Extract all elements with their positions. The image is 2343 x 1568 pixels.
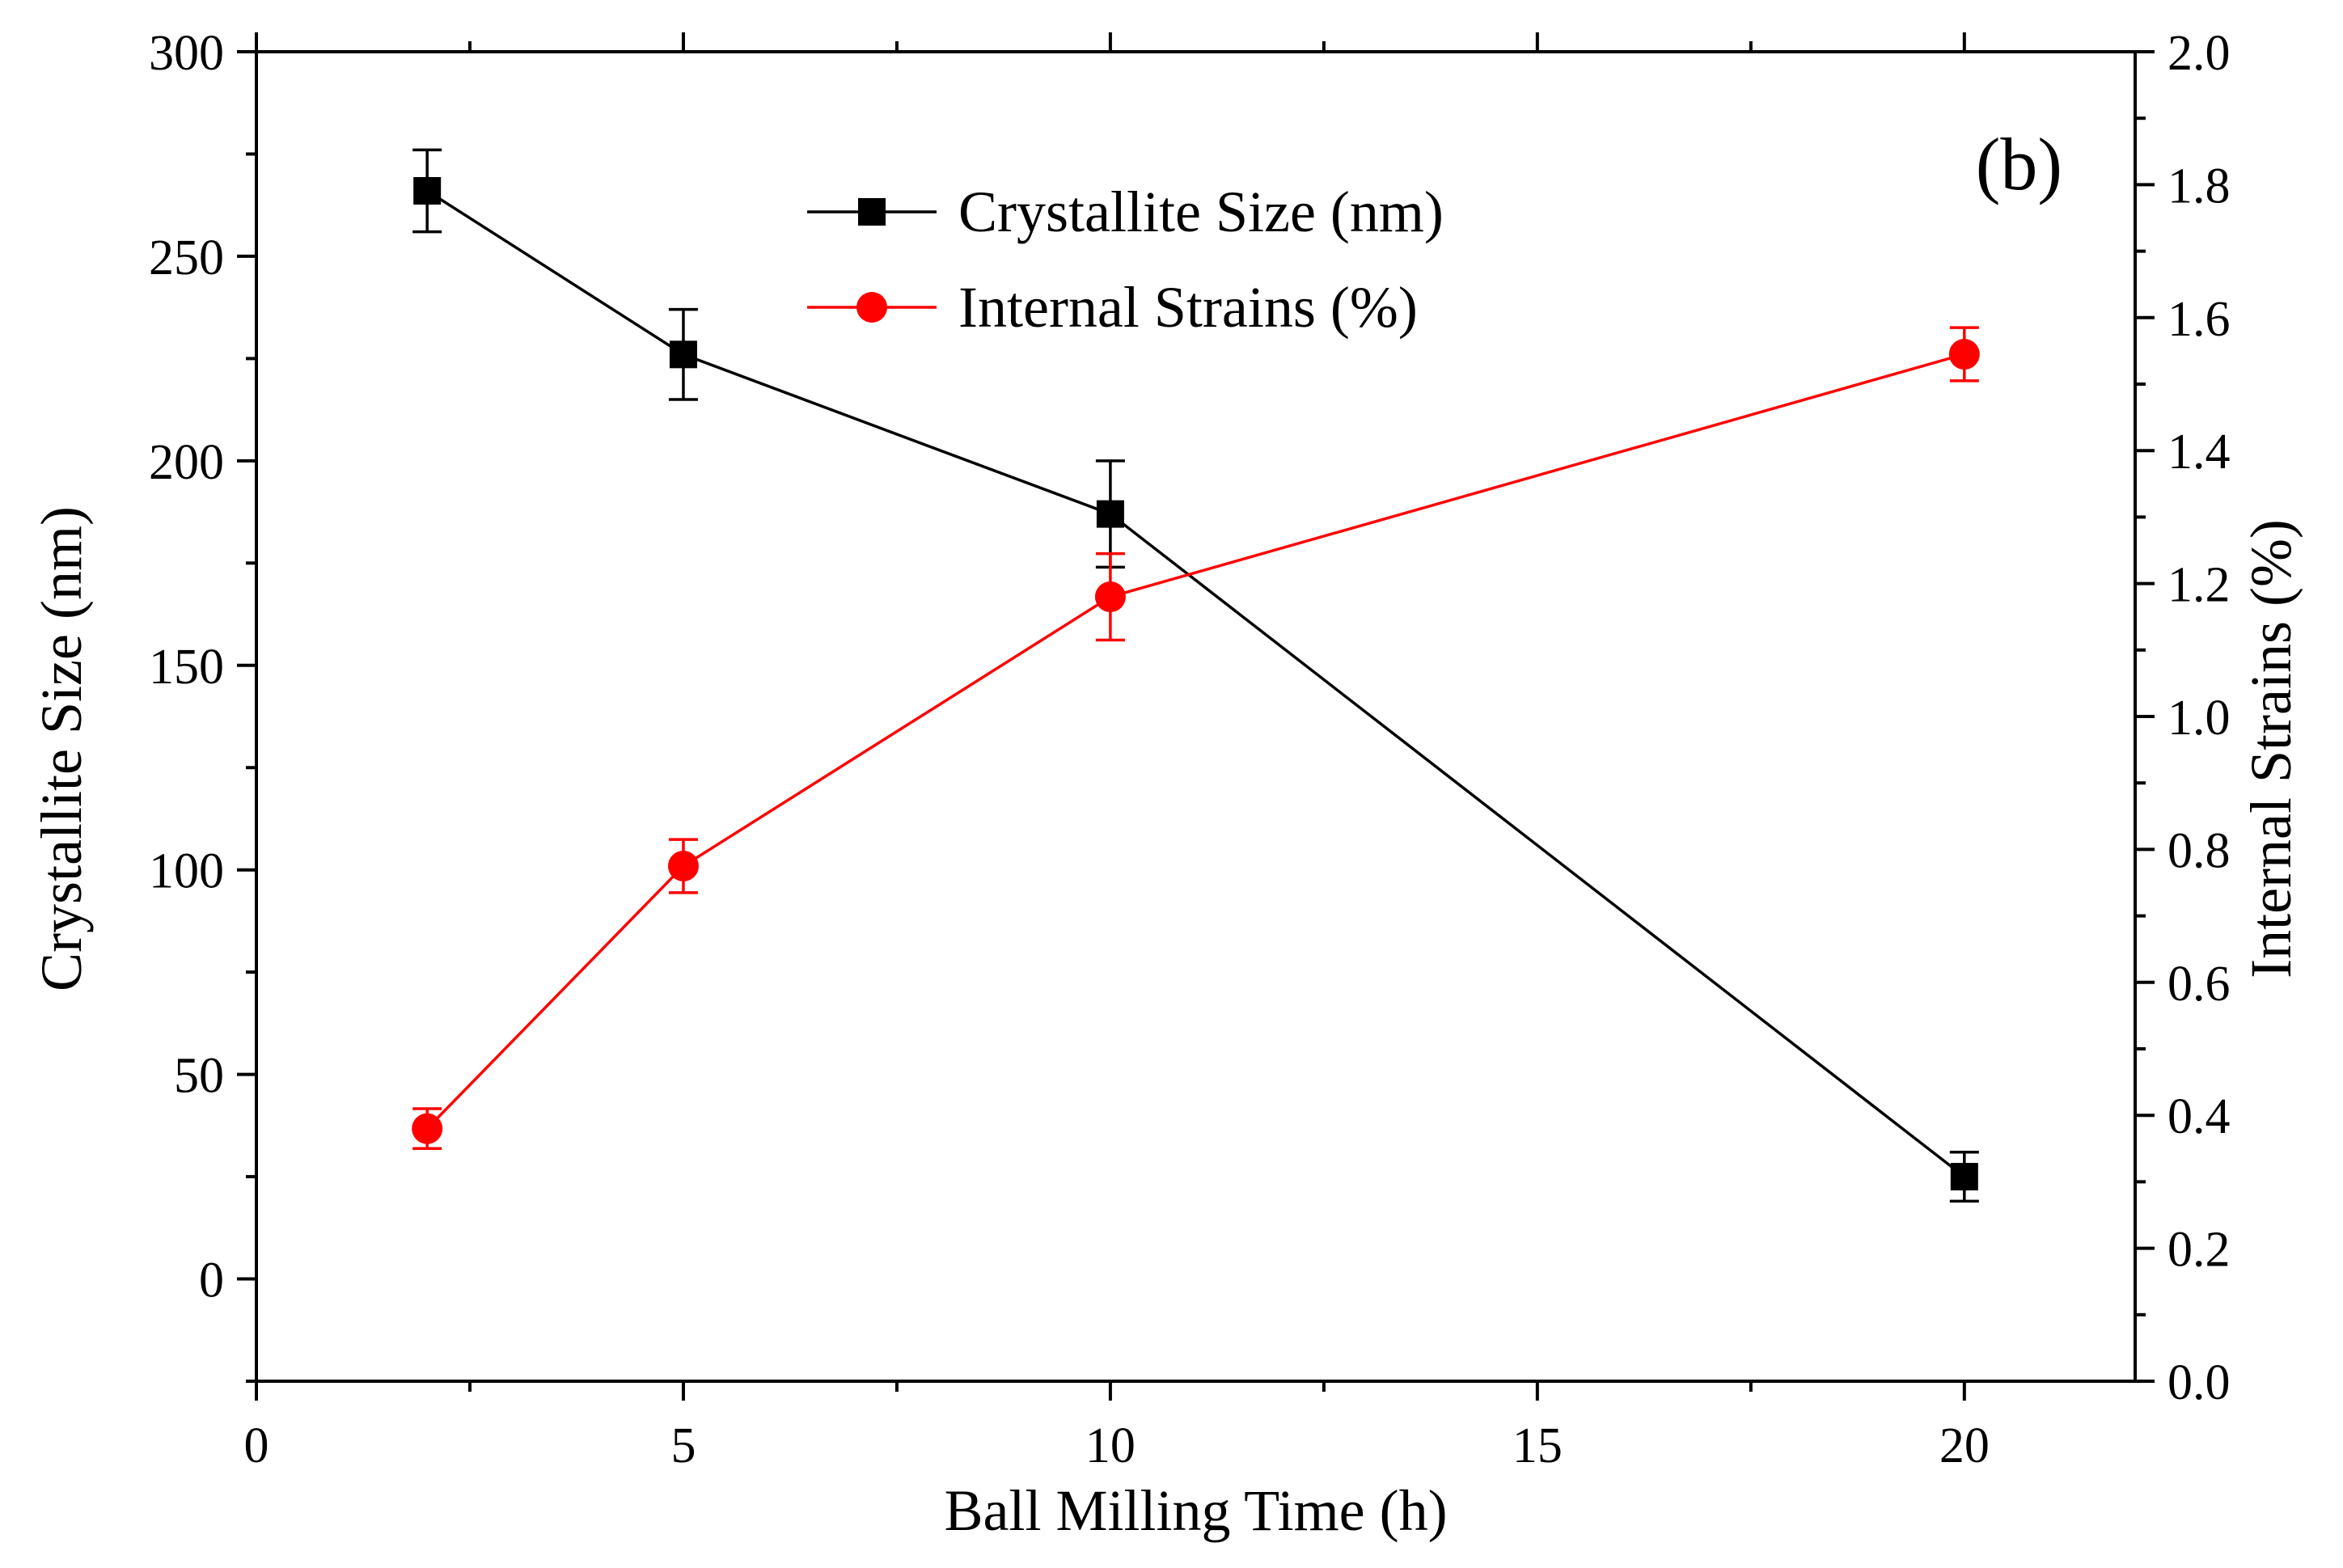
y-left-tick-label: 200: [149, 435, 224, 490]
y-left-tick-label: 100: [149, 844, 224, 899]
data-point-square: [669, 340, 697, 369]
y-right-axis-title: Internal Strains (%): [2239, 519, 2303, 978]
legend-item-2: Internal Strains (%): [807, 275, 1418, 340]
y-right-tick-label: 0.2: [2167, 1223, 2231, 1278]
y-right-tick-label: 1.8: [2167, 158, 2231, 213]
legend: Crystallite Size (nm) Internal Strains (%…: [807, 180, 1444, 340]
x-tick-label: 5: [670, 1418, 696, 1473]
series-layer: [412, 148, 1980, 1203]
data-point-circle: [412, 1113, 443, 1144]
legend-label: Internal Strains (%): [958, 275, 1418, 340]
legend-item-1: Crystallite Size (nm): [807, 180, 1444, 244]
series-line: [426, 189, 1965, 1178]
y-right-tick-label: 1.0: [2167, 691, 2231, 746]
y-right-tick-label: 1.4: [2167, 425, 2231, 480]
data-point-square: [1950, 1163, 1978, 1191]
x-axis-title: Ball Milling Time (h): [944, 1478, 1447, 1543]
y-right-tick-label: 0.4: [2167, 1089, 2231, 1144]
data-point-circle: [1948, 339, 1980, 370]
x-tick-label: 10: [1085, 1418, 1136, 1473]
x-tick-label: 15: [1512, 1418, 1563, 1473]
data-point-circle: [667, 850, 699, 881]
y-right-tick-label: 1.6: [2167, 292, 2231, 347]
series-2: [412, 326, 1980, 1151]
y-right-tick-label: 0.0: [2167, 1355, 2231, 1410]
y-left-tick-label: 150: [149, 640, 224, 695]
y-right-tick-label: 0.6: [2167, 957, 2231, 1012]
x-tick-label: 20: [1939, 1418, 1990, 1473]
data-point-square: [1096, 500, 1124, 528]
data-point-circle: [1094, 581, 1126, 613]
series-line: [425, 353, 1965, 1130]
legend-marker-circle: [856, 292, 887, 323]
legend-label: Crystallite Size (nm): [958, 180, 1444, 244]
panel-label: (b): [1976, 123, 2062, 205]
series-1: [412, 148, 1979, 1203]
y-left-tick-label: 300: [149, 26, 224, 81]
y-right-tick-label: 1.2: [2167, 558, 2231, 613]
ticks-layer: 0 5 10 15 200501001502002503000.00.20.40.60.…: [149, 26, 2231, 1473]
y-left-axis-title: Crystallite Size (nm): [29, 506, 94, 991]
legend-marker-square: [858, 198, 886, 226]
plot-frame: [255, 50, 2137, 1383]
y-left-tick-label: 250: [149, 230, 224, 285]
y-left-tick-label: 0: [199, 1253, 224, 1308]
y-right-tick-label: 2.0: [2167, 26, 2231, 81]
x-tick-label: 0: [244, 1418, 269, 1473]
data-point-square: [413, 176, 442, 205]
y-right-tick-label: 0.8: [2167, 823, 2231, 878]
y-left-tick-label: 50: [174, 1049, 224, 1104]
